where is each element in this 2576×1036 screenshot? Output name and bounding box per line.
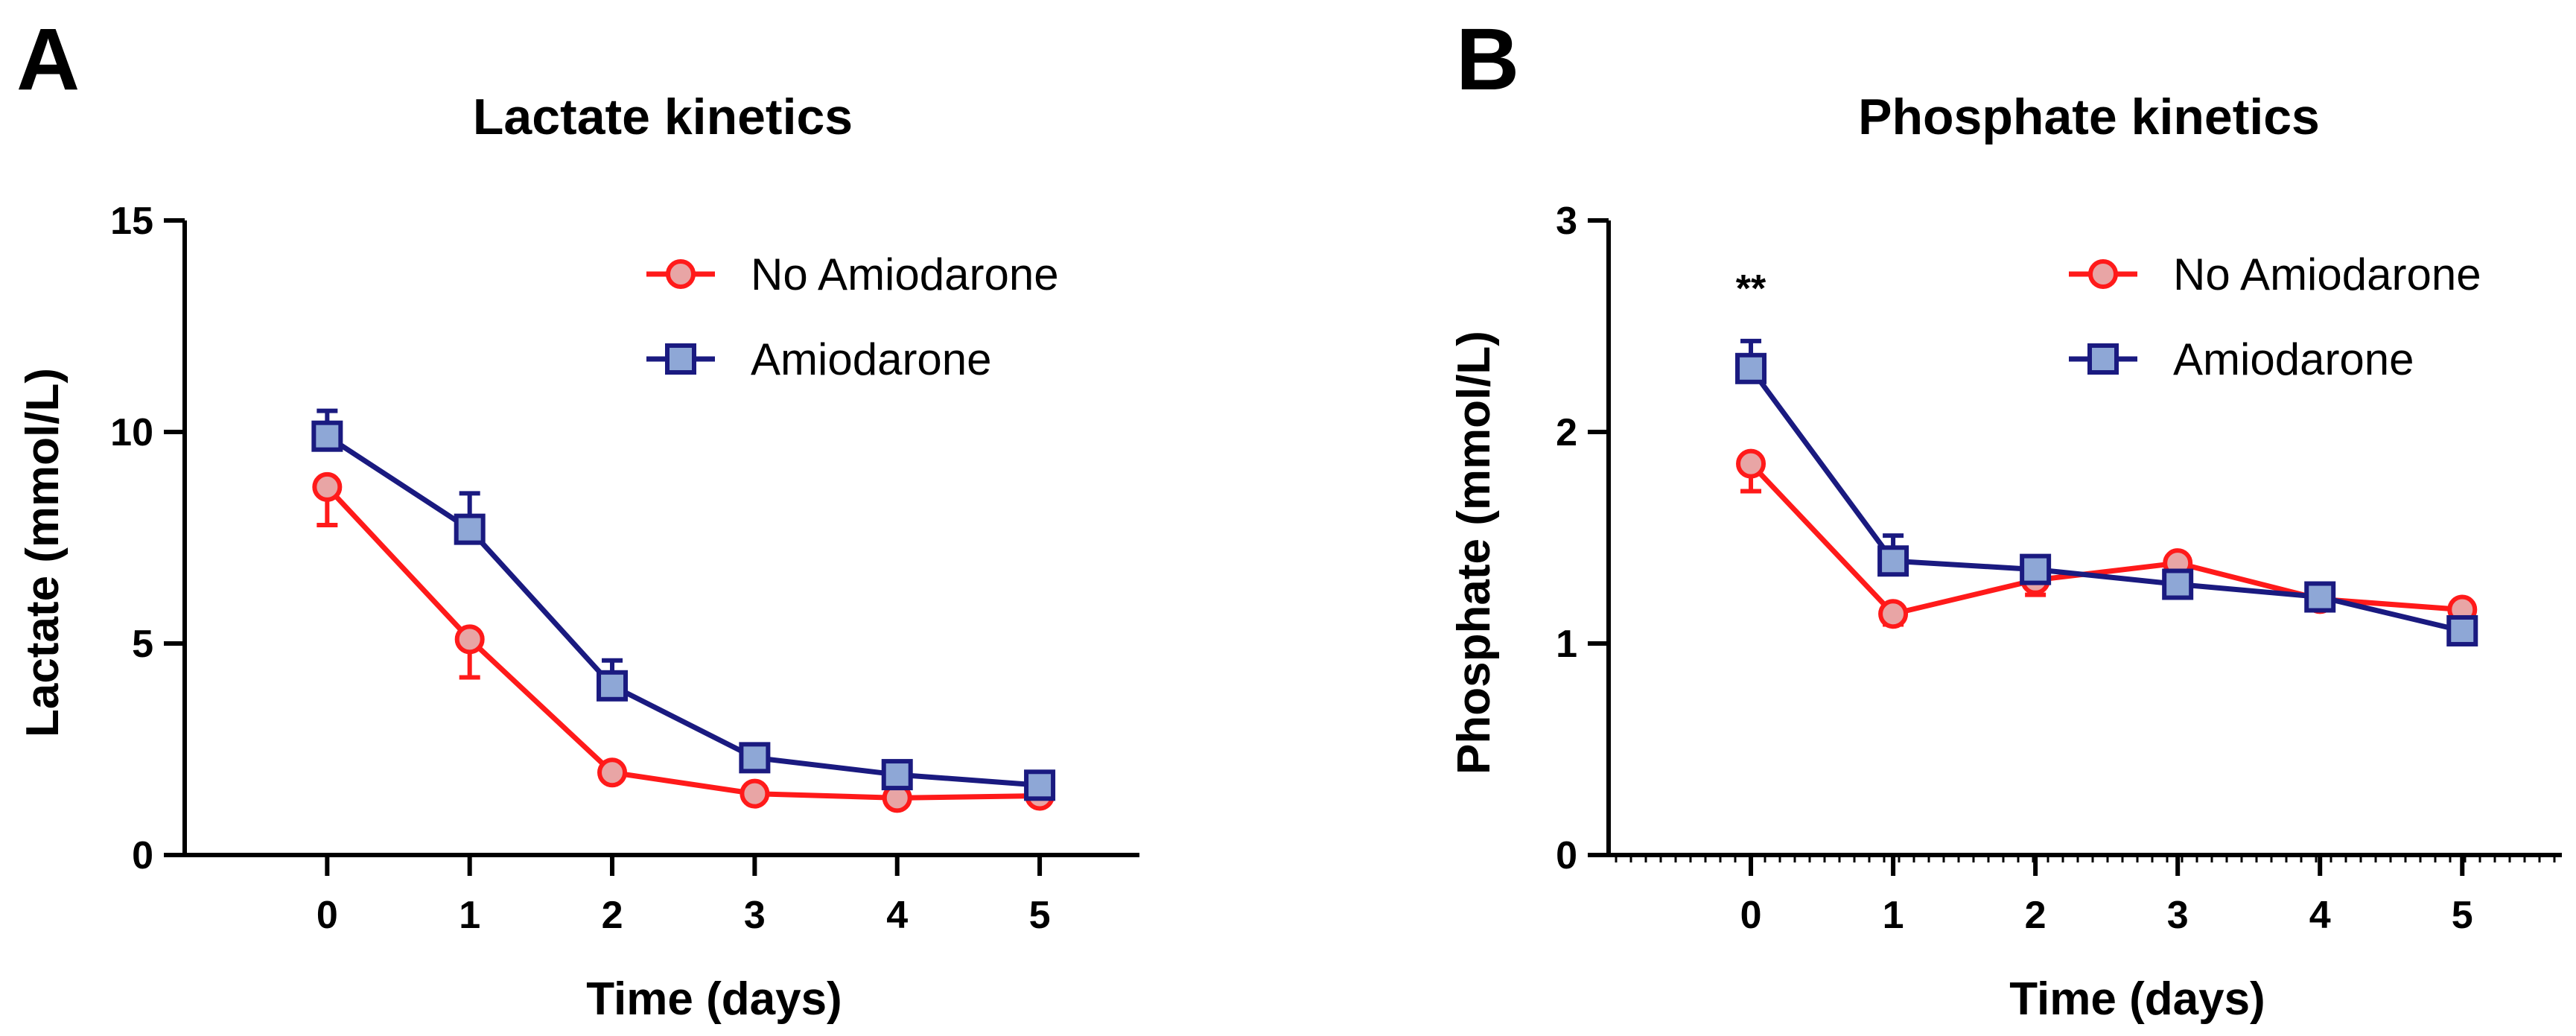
x-tick-label: 3: [744, 894, 766, 937]
data-point: [740, 778, 770, 809]
data-point: [2446, 614, 2478, 646]
legend-item: Amiodarone: [2069, 334, 2414, 384]
panel-letter: A: [16, 10, 80, 109]
legend-item: Amiodarone: [646, 334, 992, 384]
data-point: [597, 757, 628, 788]
data-point: [1878, 599, 1909, 629]
series-amiodarone: [311, 408, 1056, 801]
x-tick-label: 2: [2025, 894, 2047, 937]
panel-b: B Phosphate kinetics 0 1 2 3 0 1 2 3 4 5 Time (days)…: [1448, 10, 2562, 1025]
data-point: [2020, 553, 2052, 585]
data-point: [597, 670, 629, 702]
data-point: [454, 624, 485, 655]
legend-label: Amiodarone: [751, 334, 992, 384]
y-tick-label: 2: [1556, 411, 1577, 454]
data-point: [1735, 352, 1767, 384]
y-tick-label: 10: [110, 411, 153, 454]
data-point: [2304, 581, 2336, 613]
y-tick-label: 0: [132, 834, 153, 877]
legend-marker: [2088, 259, 2118, 289]
significance-annotation: **: [1736, 267, 1766, 311]
data-point: [1024, 769, 1056, 801]
data-point: [1736, 448, 1766, 479]
series-no-amiodarone: [312, 471, 1055, 813]
x-axis-label: Time (days): [586, 973, 842, 1025]
legend-item: No Amiodarone: [646, 250, 1059, 299]
data-point: [311, 420, 343, 452]
chart-title: Phosphate kinetics: [1858, 89, 2320, 145]
series-no-amiodarone: [1736, 448, 2478, 629]
x-tick-label: 1: [1883, 894, 1904, 937]
y-axis-label: Phosphate (mmol/L): [1448, 331, 1500, 775]
data-point: [1877, 545, 1909, 577]
legend: No Amiodarone Amiodarone: [646, 250, 1059, 384]
panel-letter: B: [1456, 10, 1519, 109]
series-line: [1749, 462, 2463, 617]
series-line: [325, 433, 1040, 788]
x-tick-label: 2: [602, 894, 623, 937]
x-tick-label: 4: [2309, 894, 2331, 937]
legend-label: Amiodarone: [2173, 334, 2414, 384]
legend: No Amiodarone Amiodarone: [2069, 250, 2481, 384]
legend-marker: [2087, 343, 2119, 375]
y-tick-label: 15: [110, 200, 153, 243]
y-axis-label: Lactate (mmol/L): [17, 368, 69, 737]
legend-marker: [665, 343, 696, 375]
x-tick-label: 4: [886, 894, 908, 937]
x-tick-label: 5: [1029, 894, 1051, 937]
x-tick-label: 1: [459, 894, 480, 937]
x-tick-label: 5: [2452, 894, 2473, 937]
data-point: [2162, 568, 2194, 600]
panel-a: A Lactate kinetics 0 5 10 15 0 1 2 3 4 5 Time (days)…: [16, 10, 1139, 1025]
data-point: [312, 471, 343, 502]
legend-item: No Amiodarone: [2069, 250, 2481, 299]
legend-label: No Amiodarone: [751, 250, 1059, 299]
series-line: [1749, 366, 2464, 634]
x-tick-label: 0: [1740, 894, 1762, 937]
x-tick-label: 0: [317, 894, 338, 937]
series-line: [325, 485, 1040, 801]
x-tick-label: 3: [2167, 894, 2189, 937]
data-point: [454, 513, 486, 545]
chart-title: Lactate kinetics: [473, 89, 853, 145]
legend-label: No Amiodarone: [2173, 250, 2481, 299]
x-axis-label: Time (days): [2009, 973, 2265, 1025]
legend-marker: [666, 259, 696, 289]
data-point: [881, 759, 913, 791]
y-tick-label: 1: [1556, 623, 1577, 666]
series-amiodarone: [1735, 338, 2478, 646]
y-tick-label: 5: [132, 623, 153, 666]
data-point: [739, 742, 771, 774]
y-tick-label: 3: [1556, 200, 1577, 243]
y-tick-label: 0: [1556, 834, 1577, 877]
